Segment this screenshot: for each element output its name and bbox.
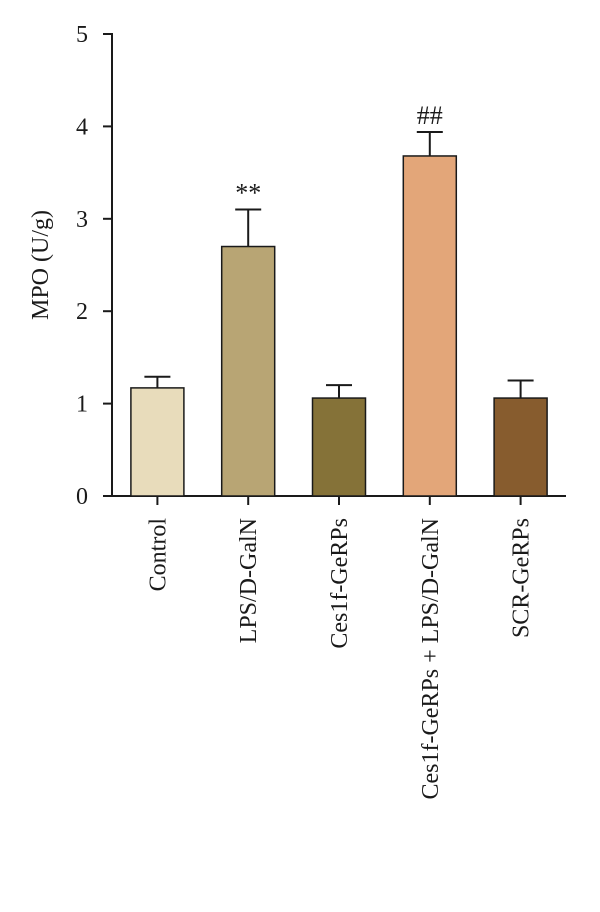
bar xyxy=(402,155,458,497)
x-category-label: Ces1f-GeRPs xyxy=(327,518,353,649)
x-category-label: SCR-GeRPs xyxy=(509,518,535,638)
bar xyxy=(311,397,367,497)
y-tick-label: 1 xyxy=(76,392,88,418)
bars: ** ## xyxy=(130,101,548,497)
bar xyxy=(493,397,548,497)
significance-label: ** xyxy=(235,179,261,208)
bar-group: ** xyxy=(220,179,276,497)
y-axis: 0 1 2 3 4 5 xyxy=(76,22,113,510)
bar-group xyxy=(493,379,548,497)
y-tick-label: 4 xyxy=(76,114,88,140)
y-tick-label: 0 xyxy=(76,484,88,510)
y-tick-label: 5 xyxy=(76,22,88,48)
bar-group: ## xyxy=(402,101,458,497)
y-tick-label: 3 xyxy=(76,207,88,233)
x-category-label: Control xyxy=(145,518,171,592)
x-axis: Control LPS/D-GalN Ces1f-GeRPs Ces1f-GeRPs … xyxy=(112,495,566,800)
significance-label: ## xyxy=(417,101,443,130)
x-category-label: LPS/D-GalN xyxy=(236,518,262,643)
bar xyxy=(220,245,276,497)
x-category-label: Ces1f-GeRPs + LPS/D-GalN xyxy=(418,518,444,800)
y-axis-title: MPO (U/g) xyxy=(28,210,54,320)
y-tick-label: 2 xyxy=(76,299,88,325)
bar-group xyxy=(130,375,185,497)
bar xyxy=(130,387,185,497)
bar-group xyxy=(311,384,367,497)
